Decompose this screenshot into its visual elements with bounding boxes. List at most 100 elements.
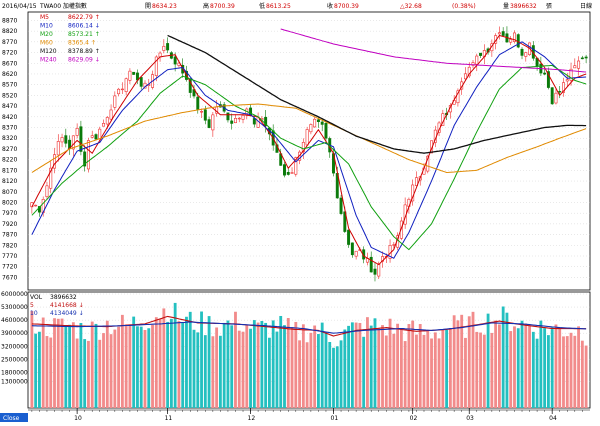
candle-body	[471, 62, 475, 66]
volume-bar	[456, 320, 460, 408]
volume-bar	[185, 316, 188, 408]
candle-body	[241, 115, 245, 120]
volume-bar	[445, 329, 449, 408]
candle-body	[369, 256, 373, 273]
header-title: TWA00 加權指數	[39, 2, 87, 10]
candle-body	[230, 120, 234, 124]
candle-body	[60, 137, 64, 143]
volume-bar	[347, 325, 351, 408]
price-legend-value: 8378.89 ↑	[68, 48, 100, 55]
volume-bar	[460, 314, 464, 408]
price-tick-label: 8270	[2, 146, 17, 153]
candle-body	[37, 206, 41, 213]
volume-tick-label: 4600000	[1, 317, 28, 324]
price-tick-label: 7870	[2, 232, 17, 239]
volume-bar	[120, 314, 124, 408]
volume-bar	[505, 312, 509, 408]
candle-body	[569, 68, 573, 81]
volume-bar	[562, 336, 565, 408]
candle-body	[565, 79, 569, 82]
volume-tick-label: 2500000	[1, 356, 28, 363]
candle-body	[584, 56, 588, 59]
candle-body	[139, 77, 143, 87]
candle-body	[294, 157, 298, 175]
price-legend-label: M240	[40, 57, 57, 64]
candle-body	[467, 66, 471, 77]
volume-bar	[75, 338, 79, 408]
price-legend-value: 8629.09 ↓	[68, 57, 100, 64]
price-tick-label: 8670	[2, 60, 17, 67]
candle-body	[479, 52, 483, 56]
volume-bar	[109, 334, 113, 408]
volume-bar	[452, 315, 456, 408]
candle-body	[354, 250, 358, 257]
volume-bar	[422, 334, 426, 408]
volume-bar	[388, 318, 392, 408]
volume-bar	[584, 345, 588, 408]
price-legend-label: M10	[40, 23, 53, 30]
ma240-line	[280, 28, 587, 73]
candle-body	[83, 151, 87, 167]
candle-body	[226, 112, 230, 121]
close-button-bg[interactable]	[0, 413, 28, 422]
volume-bar	[366, 317, 369, 408]
candle-body	[162, 45, 166, 51]
header-open-label: 開	[145, 3, 151, 10]
candle-body	[373, 268, 377, 275]
volume-bar	[407, 324, 411, 408]
candle-body	[316, 119, 320, 123]
volume-bar	[196, 332, 200, 408]
volume-bar	[143, 329, 147, 408]
volume-tick-label: 1800000	[1, 369, 28, 376]
candle-body	[117, 88, 121, 95]
header-close-label: 收	[327, 2, 333, 10]
volume-bar	[377, 328, 381, 408]
volume-bar	[301, 324, 305, 408]
price-tick-label: 7770	[2, 253, 17, 260]
price-tick-label: 7720	[2, 264, 17, 271]
volume-bar	[234, 311, 237, 408]
candle-body	[56, 141, 60, 156]
volume-bar	[486, 313, 490, 408]
volume-bar	[335, 346, 339, 408]
volume-bar	[181, 322, 185, 408]
candle-body	[34, 204, 38, 207]
price-tick-label: 8870	[2, 17, 17, 24]
volume-ma10-line	[31, 321, 587, 334]
ma60-line	[31, 103, 587, 174]
volume-tick-label: 3200000	[1, 343, 28, 350]
volume-bar	[535, 338, 539, 408]
volume-bar	[339, 340, 343, 408]
price-legend-value: 8573.21 ↑	[68, 31, 100, 38]
volume-bar	[305, 342, 309, 408]
candle-body	[79, 126, 83, 152]
volume-bar	[166, 321, 170, 408]
volume-bar	[83, 339, 87, 408]
volume-bar	[550, 327, 554, 408]
volume-bar	[558, 328, 562, 408]
volume-bar	[399, 328, 403, 408]
close-button[interactable]: Close	[0, 413, 28, 422]
candle-body	[109, 109, 113, 120]
volume-bar	[147, 328, 151, 408]
candle-body	[94, 134, 98, 140]
volume-bar	[531, 331, 535, 408]
candle-body	[64, 135, 68, 144]
price-legend-value: 8622.79 ↑	[68, 14, 100, 21]
volume-bar	[415, 334, 418, 408]
candle-body	[154, 56, 158, 76]
price-tick-label: 8420	[2, 114, 17, 121]
volume-bar	[158, 318, 162, 408]
volume-bar	[332, 347, 335, 408]
volume-bar	[430, 338, 433, 408]
candle-body	[290, 172, 294, 174]
close-button-label[interactable]: Close	[3, 415, 20, 422]
candle-body	[347, 229, 351, 245]
volume-bar	[350, 322, 354, 408]
volume-bar	[509, 331, 513, 408]
price-tick-label: 7920	[2, 221, 17, 228]
header-change-pct: (0.38%)	[452, 3, 476, 10]
price-tick-label: 8020	[2, 199, 17, 206]
